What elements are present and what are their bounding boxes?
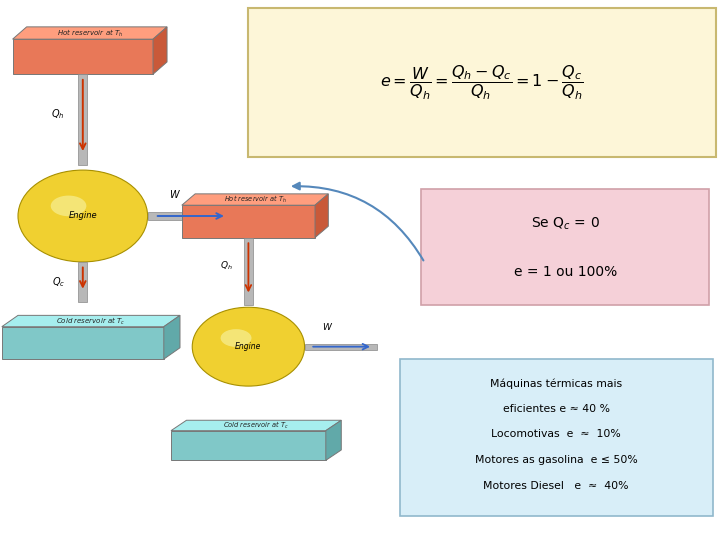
Text: Máquinas térmicas mais: Máquinas térmicas mais <box>490 378 622 389</box>
Text: $Q_h$: $Q_h$ <box>220 260 233 272</box>
Ellipse shape <box>192 307 305 386</box>
Polygon shape <box>164 315 180 359</box>
Polygon shape <box>153 27 167 74</box>
Text: $e = \dfrac{W}{Q_h} = \dfrac{Q_h - Q_c}{Q_h} = 1 - \dfrac{Q_c}{Q_h}$: $e = \dfrac{W}{Q_h} = \dfrac{Q_h - Q_c}{… <box>380 63 585 102</box>
Text: Cold reservoir at $T_c$: Cold reservoir at $T_c$ <box>223 420 289 431</box>
Polygon shape <box>315 194 328 238</box>
Ellipse shape <box>220 329 251 347</box>
Ellipse shape <box>18 170 148 262</box>
Text: $W$: $W$ <box>322 321 333 332</box>
Polygon shape <box>13 27 167 39</box>
Text: Engine: Engine <box>68 212 97 220</box>
FancyBboxPatch shape <box>421 189 709 305</box>
Text: $W$: $W$ <box>169 188 181 200</box>
Text: Motores as gasolina  e ≤ 50%: Motores as gasolina e ≤ 50% <box>474 455 638 465</box>
Text: Motores Diesel   e  ≈  40%: Motores Diesel e ≈ 40% <box>483 481 629 490</box>
Ellipse shape <box>50 195 86 216</box>
Polygon shape <box>148 213 230 219</box>
FancyBboxPatch shape <box>248 8 716 157</box>
Polygon shape <box>171 431 325 460</box>
Text: $Q_h$: $Q_h$ <box>51 107 65 121</box>
Polygon shape <box>181 194 328 205</box>
Text: Engine: Engine <box>235 342 261 351</box>
Polygon shape <box>171 420 341 431</box>
FancyBboxPatch shape <box>400 359 713 516</box>
Polygon shape <box>13 39 153 74</box>
Text: $Q_c$: $Q_c$ <box>52 275 65 289</box>
Text: Se Q$_c$ = 0: Se Q$_c$ = 0 <box>531 215 600 232</box>
Polygon shape <box>305 344 377 350</box>
Polygon shape <box>78 74 88 165</box>
Text: Hot reservoir at $T_h$: Hot reservoir at $T_h$ <box>224 194 287 205</box>
Text: Locomotivas  e  ≈  10%: Locomotivas e ≈ 10% <box>491 429 621 440</box>
Polygon shape <box>2 315 180 327</box>
Polygon shape <box>78 262 88 302</box>
Text: Cold reservoir at $T_c$: Cold reservoir at $T_c$ <box>56 315 125 327</box>
Polygon shape <box>325 420 341 460</box>
Text: e = 1 ou 100%: e = 1 ou 100% <box>513 265 617 279</box>
Text: eficientes e ≈ 40 %: eficientes e ≈ 40 % <box>503 404 610 414</box>
Text: Hot reservoir at $T_h$: Hot reservoir at $T_h$ <box>57 28 123 38</box>
Polygon shape <box>181 205 315 238</box>
Polygon shape <box>244 238 253 305</box>
Polygon shape <box>2 327 164 359</box>
